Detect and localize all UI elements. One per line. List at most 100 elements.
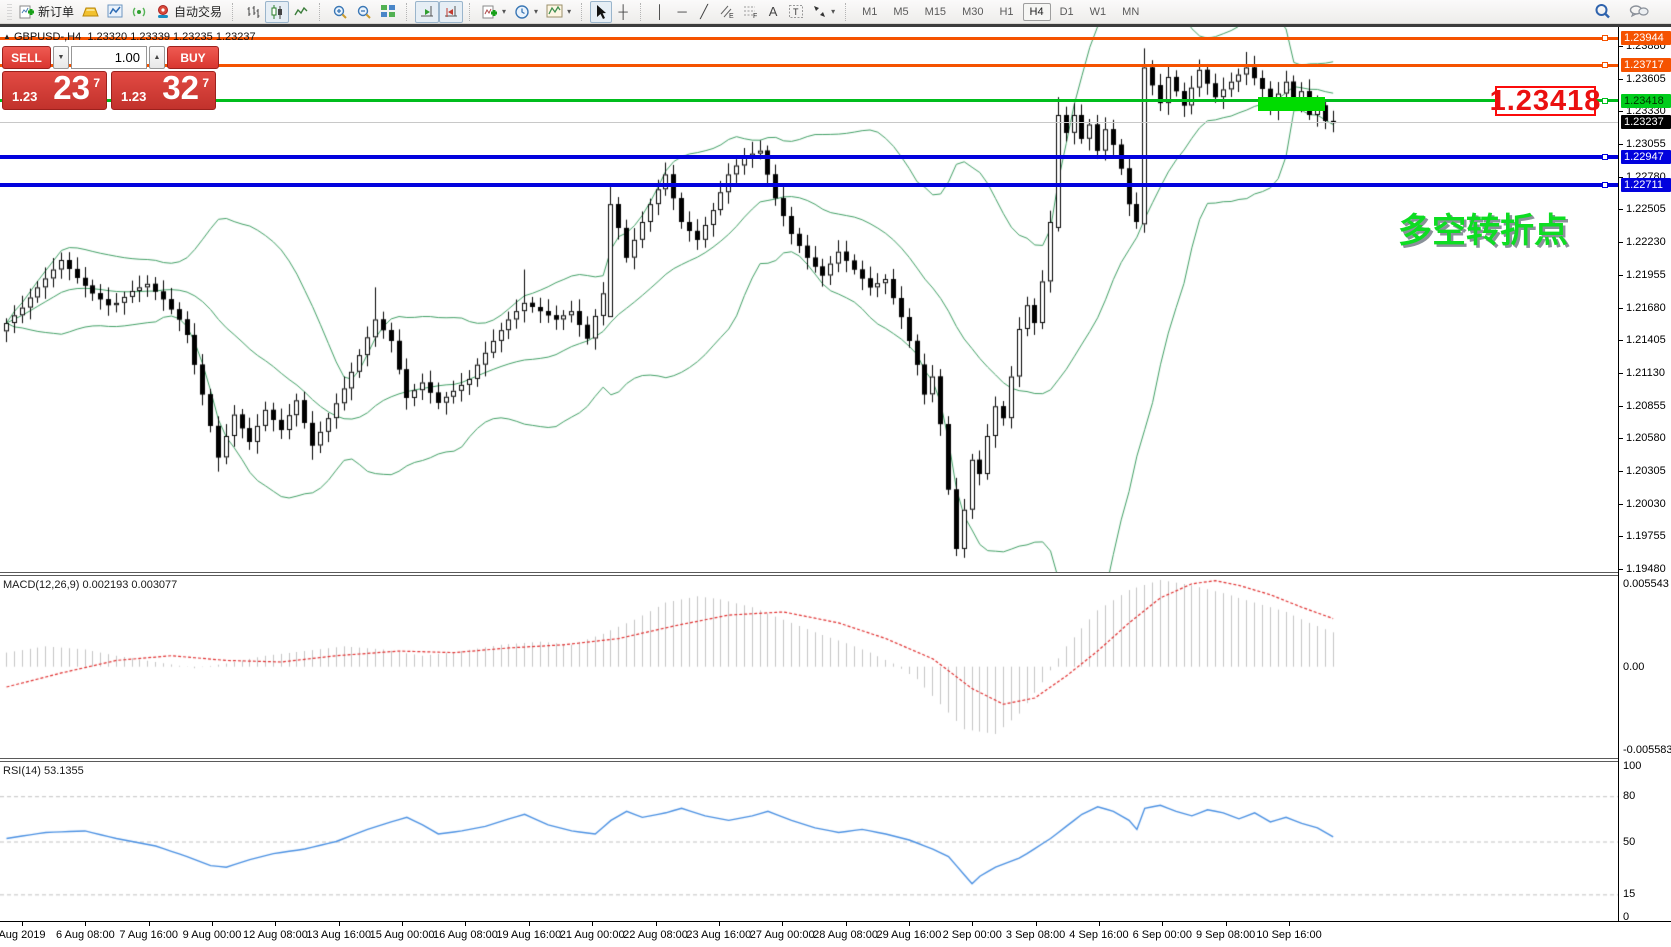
zoom-out-button[interactable] [352,1,376,23]
line-anchor-handle[interactable] [1602,35,1608,42]
line-anchor-handle[interactable] [1602,97,1608,104]
rsi-label: RSI(14) 53.1355 [3,765,84,777]
autotrade-icon [158,5,169,18]
sell-button[interactable]: SELL [2,46,51,69]
timeframe-w1-button[interactable]: W1 [1089,5,1107,18]
sell-price-box[interactable]: 1.23 23 7 [2,69,107,110]
timeframe-d1-button[interactable]: D1 [1059,5,1074,18]
price-callout-box[interactable]: 1.23418 [1489,84,1602,117]
rsi-axis-label: 80 [1623,790,1636,803]
line-anchor-handle[interactable] [1602,182,1608,188]
time-tick-label: 15 Aug 00:00 [369,929,435,941]
horizontal-line-object[interactable] [0,182,1618,188]
rsi-axis-label: 15 [1623,888,1636,901]
toolbar-separator [232,2,237,21]
svg-text:T: T [793,7,799,17]
clock-icon [515,4,529,19]
timeframe-h1-button[interactable]: H1 [999,5,1014,18]
pane-splitter[interactable] [0,572,1671,576]
gold-button[interactable] [78,1,103,23]
charts-service-button[interactable] [103,1,127,23]
price-badge: 1.22947 [1621,149,1671,164]
equidistant-channel-button[interactable]: E [715,1,738,23]
toolbar-separator [469,2,474,21]
time-tick [1035,922,1037,926]
timeframe-m5-button[interactable]: M5 [893,5,909,18]
crosshair-button[interactable]: ┼ [612,1,634,23]
toolbar-grip[interactable] [7,3,12,20]
vertical-line-icon: │ [656,4,665,19]
collapse-triangle-icon[interactable]: ▲ [3,32,11,41]
zoom-in-button[interactable] [328,1,352,23]
autoscroll-icon [421,6,434,17]
toolbar-bottom-separator [0,24,1671,27]
chart-profile-icon [107,4,123,18]
green-zone-rectangle[interactable] [1258,96,1326,111]
new-order-button[interactable]: 新订单 [15,1,78,23]
horizontal-line-object[interactable] [0,35,1618,42]
search-button[interactable] [1590,1,1615,23]
main-chart-pane[interactable]: 1.23418 多空转折点 [0,27,1618,572]
price-tick-label: 1.23605 [1618,73,1671,85]
timeframe-h4-button[interactable]: H4 [1022,2,1051,21]
time-axis[interactable]: Aug 2019 6 Aug 08:00 7 Aug 16:00 9 Aug 00:0… [0,921,1671,947]
signals-button[interactable] [127,1,151,23]
main-chart-canvas[interactable] [0,27,1618,572]
macd-canvas[interactable] [0,576,1618,758]
horizontal-line-button[interactable]: ─ [671,1,693,23]
volume-increase-button[interactable]: ▲ [149,46,165,69]
chat-button[interactable] [1625,1,1653,23]
timeframe-m15-button[interactable]: M15 [924,5,947,18]
periods-button[interactable]: ▾ [510,1,542,23]
horizontal-line-object[interactable] [0,62,1618,69]
timeframe-mn-button[interactable]: MN [1122,5,1140,18]
time-tick [845,922,847,926]
horizontal-line-object[interactable] [0,153,1618,160]
line-anchor-handle[interactable] [1602,62,1608,69]
timeframe-m30-button[interactable]: M30 [962,5,984,18]
buy-button[interactable]: BUY [167,46,219,69]
timeframe-m1-button[interactable]: M1 [862,5,878,18]
pane-splitter[interactable] [0,758,1671,762]
line-chart-button[interactable] [289,1,313,23]
arrows-button[interactable]: ▾ [808,1,839,23]
price-axis[interactable]: 1.23880 1.23605 1.23330 1.23055 1.22780 1.225… [1618,27,1671,923]
macd-label: MACD(12,26,9) 0.002193 0.003077 [3,579,178,591]
horizontal-line-object[interactable] [0,97,1618,104]
price-tick-label: 1.23055 [1618,138,1671,150]
bar-chart-button[interactable] [241,1,265,23]
trendline-button[interactable]: ╱ [693,1,715,23]
rsi-canvas[interactable] [0,762,1618,921]
candlestick-chart-button[interactable] [265,0,290,23]
line-anchor-handle[interactable] [1602,153,1608,160]
time-tick [718,922,720,926]
tile-windows-button[interactable] [376,1,400,23]
chart-shift-button[interactable] [439,0,464,23]
templates-button[interactable]: ▾ [542,1,575,23]
cursor-button[interactable] [590,0,613,23]
time-tick-label: 9 Sep 08:00 [1195,929,1256,941]
svg-text:E: E [729,13,734,19]
indicators-button[interactable]: ▾ [478,1,510,23]
time-tick-label: 29 Aug 16:00 [876,929,942,941]
time-tick [972,922,974,926]
fibonacci-button[interactable]: F [738,1,762,23]
rsi-pane[interactable]: RSI(14) 53.1355 [0,762,1618,921]
price-tick-label: 1.19480 [1618,563,1671,575]
text-label-button[interactable]: T [784,1,808,23]
vertical-line-button[interactable]: │ [649,1,671,23]
text-button[interactable]: A [762,1,784,23]
buy-price-box[interactable]: 1.23 32 7 [111,69,216,110]
dropdown-caret-icon: ▾ [534,7,539,16]
macd-pane[interactable]: MACD(12,26,9) 0.002193 0.003077 [0,576,1618,758]
autoscroll-button[interactable] [415,0,440,23]
chinese-annotation[interactable]: 多空转折点 [1398,212,1568,250]
price-tick-label: 1.20855 [1618,400,1671,412]
horizontal-line-icon: ─ [677,4,687,19]
svg-text:F: F [753,13,757,19]
time-tick [465,922,467,926]
volume-input[interactable] [71,46,147,69]
autotrade-button[interactable]: 自动交易 [151,1,226,23]
volume-decrease-button[interactable]: ▼ [53,46,69,69]
price-tick-label: 1.22230 [1618,236,1671,248]
